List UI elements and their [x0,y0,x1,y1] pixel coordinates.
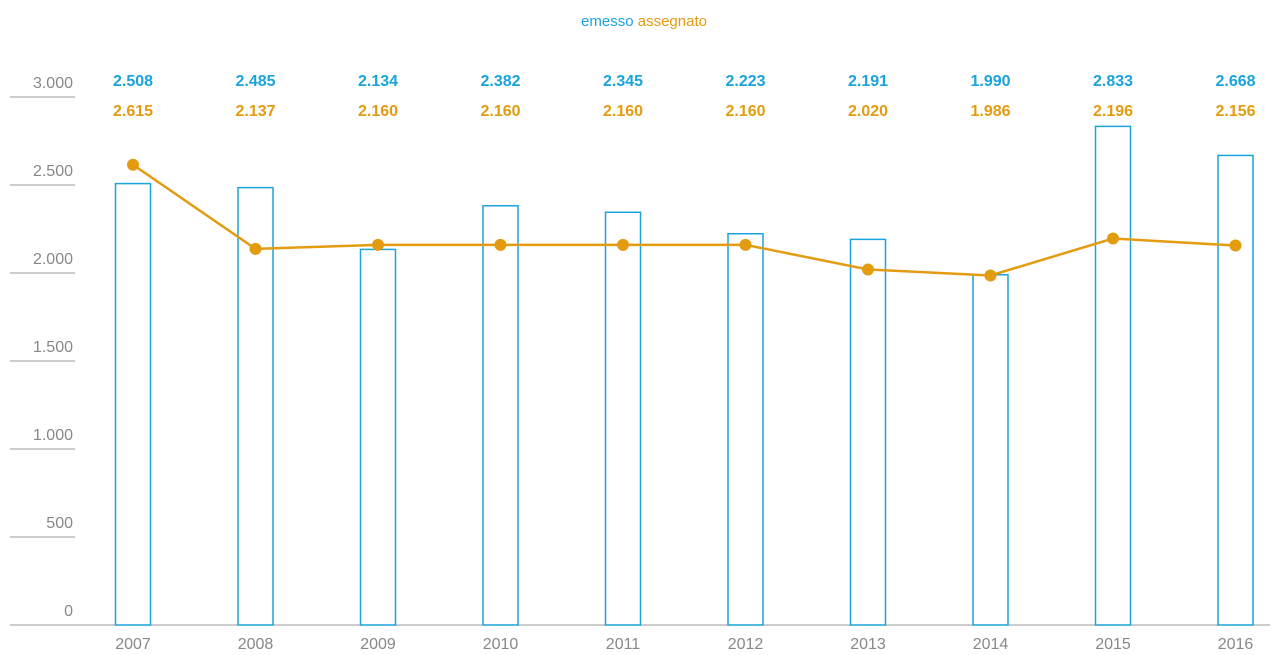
x-tick-label: 2007 [115,636,151,653]
bar [1094,125,1132,626]
point [127,158,139,171]
value-label: 2.160 [358,103,398,120]
x-tick-label: 2012 [728,636,764,653]
line [132,163,1236,277]
point [984,269,997,282]
value-label: 1.986 [970,103,1010,120]
x-tick-label: 2008 [238,636,274,653]
value-label: 2.156 [1215,103,1255,120]
y-tick-label: 0 [64,603,73,620]
point [494,238,507,251]
y-tick-label: 1.500 [33,339,73,356]
bar [114,182,152,626]
x-tick-label: 2013 [850,636,886,653]
point [617,238,629,251]
bar [972,274,1009,626]
point [862,263,874,276]
value-label: 2.160 [603,103,643,120]
point [249,242,262,255]
value-label: 2.615 [113,103,153,120]
legend-entry: assegnato [638,13,707,30]
x-tick-label: 2011 [606,636,641,653]
value-label: 1.990 [970,73,1010,90]
y-tick-label: 3.000 [33,75,73,92]
value-label: 2.223 [725,73,765,90]
value-label: 2.382 [480,73,520,90]
point [372,238,384,251]
value-label: 2.196 [1093,103,1133,120]
x-tick-label: 2009 [360,636,396,653]
y-tick-label: 1.000 [33,427,73,444]
point [1107,232,1119,245]
bar [237,186,274,626]
bar [359,248,397,626]
x-tick-label: 2016 [1218,636,1254,653]
bar [1217,154,1254,626]
bar [482,205,519,626]
x-tick-label: 2014 [973,636,1009,653]
value-label: 2.020 [848,103,888,120]
x-tick-label: 2010 [483,636,519,653]
bar [849,238,887,626]
value-label: 2.508 [113,73,153,90]
y-tick-label: 2.000 [33,251,73,268]
value-label: 2.160 [480,103,520,120]
value-label: 2.134 [358,73,398,90]
value-label: 2.160 [725,103,765,120]
bar [604,211,642,626]
value-label: 2.191 [848,73,888,90]
y-tick-label: 2.500 [33,163,73,180]
value-label: 2.485 [235,73,275,90]
point [1229,239,1242,252]
point [739,238,752,251]
value-label: 2.137 [235,103,275,120]
legend-entry: emesso [581,13,634,30]
value-label: 2.833 [1093,73,1133,90]
x-tick-label: 2015 [1095,636,1131,653]
legend: emesso assegnato [581,13,707,30]
value-label: 2.345 [603,73,643,90]
y-tick-label: 500 [46,515,73,532]
value-label: 2.668 [1215,73,1255,90]
bar [727,233,764,626]
